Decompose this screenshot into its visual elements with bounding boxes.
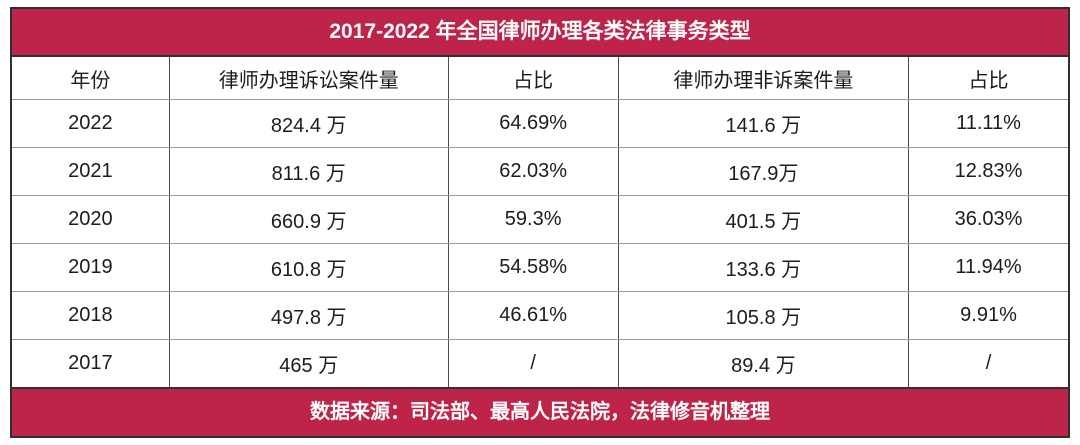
cell-nonlitigation-share: / [908, 339, 1068, 387]
table-row-2020: 2020 660.9 万 59.3% 401.5 万 36.03% [12, 195, 1068, 244]
cell-nonlitigation-volume: 105.8 万 [617, 291, 910, 340]
table-row-2017: 2017 465 万 / 89.4 万 / [12, 339, 1068, 387]
data-table: 年份 律师办理诉讼案件量 占比 律师办理非诉案件量 占比 2022 824.4 … [12, 57, 1068, 387]
col-header-year: 年份 [12, 57, 170, 100]
cell-year: 2018 [12, 291, 170, 340]
cell-litigation-volume: 660.9 万 [168, 195, 449, 244]
cell-year: 2021 [12, 147, 170, 196]
cell-nonlitigation-volume: 141.6 万 [617, 99, 910, 148]
cell-litigation-share: 54.58% [447, 243, 619, 292]
cell-litigation-share: 64.69% [447, 99, 619, 148]
cell-nonlitigation-volume: 401.5 万 [617, 195, 910, 244]
table-row-2018: 2018 497.8 万 46.61% 105.8 万 9.91% [12, 291, 1068, 340]
cell-nonlitigation-share: 36.03% [908, 195, 1068, 244]
cell-year: 2020 [12, 195, 170, 244]
cell-litigation-volume: 811.6 万 [168, 147, 449, 196]
cell-nonlitigation-volume: 167.9万 [617, 147, 910, 196]
cell-litigation-share: 59.3% [447, 195, 619, 244]
cell-nonlitigation-volume: 133.6 万 [617, 243, 910, 292]
cell-year: 2022 [12, 99, 170, 148]
table-row-2019: 2019 610.8 万 54.58% 133.6 万 11.94% [12, 243, 1068, 292]
table-row-2022: 2022 824.4 万 64.69% 141.6 万 11.11% [12, 99, 1068, 148]
cell-litigation-share: 62.03% [447, 147, 619, 196]
cell-nonlitigation-volume: 89.4 万 [617, 339, 910, 387]
cell-nonlitigation-share: 11.94% [908, 243, 1068, 292]
cell-litigation-volume: 824.4 万 [168, 99, 449, 148]
cell-litigation-volume: 497.8 万 [168, 291, 449, 340]
cell-litigation-volume: 465 万 [168, 339, 449, 387]
cell-litigation-volume: 610.8 万 [168, 243, 449, 292]
cell-litigation-share: / [447, 339, 619, 387]
cell-nonlitigation-share: 11.11% [908, 99, 1068, 148]
data-source-note: 数据来源：司法部、最高人民法院，法律修音机整理 [12, 387, 1068, 436]
cell-year: 2019 [12, 243, 170, 292]
col-header-litigation-volume: 律师办理诉讼案件量 [168, 57, 449, 100]
table-title: 2017-2022 年全国律师办理各类法律事务类型 [12, 9, 1068, 57]
cell-nonlitigation-share: 9.91% [908, 291, 1068, 340]
col-header-nonlitigation-share: 占比 [908, 57, 1068, 100]
cell-year: 2017 [12, 339, 170, 387]
col-header-litigation-share: 占比 [447, 57, 619, 100]
cell-litigation-share: 46.61% [447, 291, 619, 340]
table-row-2021: 2021 811.6 万 62.03% 167.9万 12.83% [12, 147, 1068, 196]
cell-nonlitigation-share: 12.83% [908, 147, 1068, 196]
col-header-nonlitigation-volume: 律师办理非诉案件量 [617, 57, 910, 100]
statistics-table: 2017-2022 年全国律师办理各类法律事务类型 年份 律师办理诉讼案件量 占… [10, 7, 1070, 438]
header-row: 年份 律师办理诉讼案件量 占比 律师办理非诉案件量 占比 [12, 57, 1068, 100]
